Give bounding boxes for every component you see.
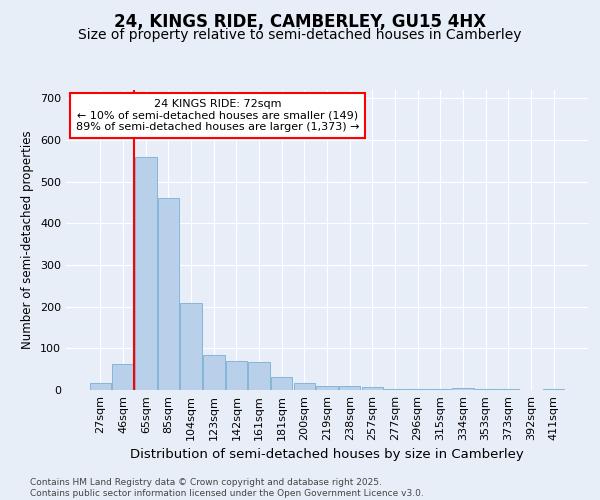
Bar [248,362,270,390]
Bar [339,386,361,390]
Bar [362,386,383,390]
Bar [135,156,157,390]
Bar [90,382,111,390]
X-axis label: Distribution of semi-detached houses by size in Camberley: Distribution of semi-detached houses by … [130,448,524,462]
Bar [452,388,473,390]
Bar [293,384,315,390]
Bar [316,386,338,390]
Bar [497,389,519,390]
Text: 24, KINGS RIDE, CAMBERLEY, GU15 4HX: 24, KINGS RIDE, CAMBERLEY, GU15 4HX [114,12,486,30]
Bar [226,361,247,390]
Bar [158,198,179,390]
Bar [475,389,496,390]
Bar [407,389,428,390]
Bar [430,389,451,390]
Bar [181,302,202,390]
Bar [271,376,292,390]
Bar [384,389,406,390]
Bar [203,354,224,390]
Text: Contains HM Land Registry data © Crown copyright and database right 2025.
Contai: Contains HM Land Registry data © Crown c… [30,478,424,498]
Y-axis label: Number of semi-detached properties: Number of semi-detached properties [22,130,34,350]
Text: 24 KINGS RIDE: 72sqm
← 10% of semi-detached houses are smaller (149)
89% of semi: 24 KINGS RIDE: 72sqm ← 10% of semi-detac… [76,99,359,132]
Bar [543,389,564,390]
Bar [112,364,134,390]
Text: Size of property relative to semi-detached houses in Camberley: Size of property relative to semi-detach… [78,28,522,42]
